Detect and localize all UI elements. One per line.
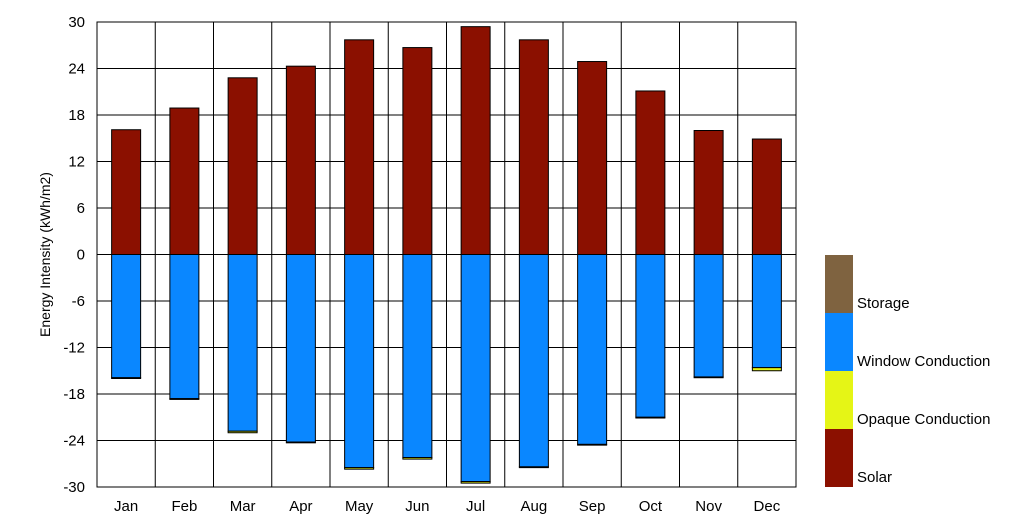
bar-segment xyxy=(518,39,549,256)
x-tick-label: Jun xyxy=(405,498,429,515)
bar-segment xyxy=(518,254,549,468)
bar-segment xyxy=(111,129,142,256)
bar-segment xyxy=(227,254,258,432)
bar-segment xyxy=(518,466,549,469)
legend-label: Window Conduction xyxy=(857,353,990,370)
bar-segment xyxy=(402,47,433,256)
y-axis-label: Energy Intensity (kWh/m2) xyxy=(37,172,53,337)
bar-segment xyxy=(693,254,724,378)
bar-segment xyxy=(344,254,375,469)
y-axis-ticks: 30 24 18 12 6 0 -6 -12 -18 -24 -30 xyxy=(63,14,85,496)
x-tick-label: Oct xyxy=(639,498,663,515)
y-tick-label: -30 xyxy=(63,479,85,496)
bar-segment xyxy=(169,254,200,400)
y-tick-label: -24 xyxy=(63,433,85,450)
bar-segment xyxy=(169,398,200,400)
bar-segment xyxy=(460,26,491,256)
x-tick-label: Aug xyxy=(521,498,548,515)
bar-segment xyxy=(751,254,782,369)
x-tick-label: May xyxy=(345,498,374,515)
x-tick-label: Mar xyxy=(230,498,256,515)
bar-segment xyxy=(751,138,782,255)
bar-segment xyxy=(285,254,316,443)
bar-segment xyxy=(577,254,608,445)
y-tick-label: -18 xyxy=(63,386,85,403)
x-tick-label: Dec xyxy=(754,498,781,515)
bar-segment xyxy=(460,481,491,484)
x-tick-label: Jan xyxy=(114,498,138,515)
bar-segment xyxy=(111,377,142,380)
y-tick-label: 30 xyxy=(68,14,85,31)
x-tick-label: Sep xyxy=(579,498,606,515)
bar-segment xyxy=(635,416,666,419)
y-tick-label: -6 xyxy=(72,293,85,310)
x-tick-label: Nov xyxy=(695,498,722,515)
bar-segment xyxy=(285,65,316,255)
bar-segment xyxy=(635,254,666,418)
legend-swatch xyxy=(825,429,853,487)
bar-segment xyxy=(693,376,724,379)
bar-segment xyxy=(751,367,782,372)
bar-segment xyxy=(227,77,258,255)
legend-label: Solar xyxy=(857,469,892,486)
bar-segment xyxy=(111,254,142,379)
bar-segment xyxy=(460,254,491,483)
legend-swatch xyxy=(825,255,853,313)
x-tick-label: Apr xyxy=(289,498,312,515)
y-tick-label: 24 xyxy=(68,61,85,78)
legend-label: Storage xyxy=(857,295,910,312)
bar-segment xyxy=(402,457,433,460)
y-tick-label: 0 xyxy=(77,247,85,264)
legend-swatch xyxy=(825,371,853,429)
legend-swatch xyxy=(825,313,853,371)
bar-segment xyxy=(577,61,608,256)
bar-segment xyxy=(227,430,258,434)
bar-segment xyxy=(169,107,200,256)
plot-frame xyxy=(96,21,797,488)
bar-segment xyxy=(285,441,316,444)
bar-segment xyxy=(344,467,375,470)
x-tick-label: Jul xyxy=(466,498,485,515)
y-tick-label: 18 xyxy=(68,107,85,124)
legend: Storage Window Conduction Opaque Conductio… xyxy=(825,255,990,487)
bar-segment xyxy=(693,130,724,255)
x-tick-label: Feb xyxy=(171,498,197,515)
y-tick-label: 6 xyxy=(77,200,85,217)
bar-segment xyxy=(577,443,608,446)
grid xyxy=(97,21,796,488)
x-axis-ticks: Jan Feb Mar Apr May Jun Jul Aug Sep Oct Nov Dec xyxy=(114,498,781,515)
bar-segment xyxy=(402,254,433,459)
y-tick-label: -12 xyxy=(63,340,85,357)
bars xyxy=(111,26,782,484)
legend-label: Opaque Conduction xyxy=(857,411,990,428)
bar-segment xyxy=(635,90,666,255)
y-tick-label: 12 xyxy=(68,154,85,171)
bar-segment xyxy=(344,39,375,256)
